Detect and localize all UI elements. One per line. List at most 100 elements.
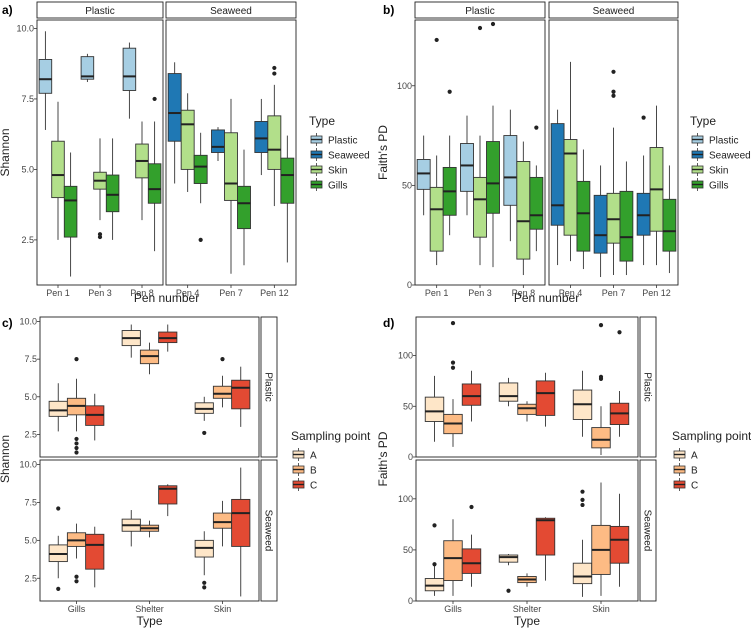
box-group — [194, 357, 251, 436]
box-gills — [147, 163, 162, 204]
legend-label: Gills — [709, 181, 728, 192]
box-gills — [63, 185, 78, 238]
y-axis-title: Faith's PD — [376, 125, 390, 180]
outlier-point — [272, 71, 277, 76]
x-tick-label: Pen 7 — [602, 288, 626, 298]
x-tick-label: Pen 12 — [260, 288, 289, 298]
outlier-point — [598, 376, 604, 381]
facet-seaweed: Seaweed Pen 4 Pen 7 Pen 12 — [165, 1, 297, 298]
outlier-point — [74, 441, 79, 446]
legend-label: B — [691, 466, 698, 477]
y-tick-label: 0 — [408, 596, 413, 606]
outlier-point — [74, 436, 79, 442]
box-B — [212, 385, 233, 399]
box-A — [424, 396, 445, 422]
box-group — [550, 61, 591, 270]
y-tick-label: 5.0 — [24, 535, 37, 545]
facet-strip — [639, 459, 657, 602]
box-group — [121, 484, 178, 547]
legend-label: A — [310, 451, 317, 462]
box-plastic — [460, 143, 474, 192]
y-tick-label: 50 — [403, 401, 413, 411]
outlier-point — [74, 357, 79, 362]
box-group — [498, 372, 556, 427]
y-axis-title: Shannon — [0, 435, 12, 483]
facet-plastic: Plastic 0 50 100 — [398, 316, 657, 462]
y-tick-label: 5.0 — [24, 392, 37, 402]
legend-key-B — [292, 463, 305, 476]
x-tick-label: Pen 8 — [130, 288, 154, 298]
box-seaweed — [167, 73, 182, 142]
legend-key-A — [673, 448, 686, 461]
y-tick-label: 10.0 — [16, 23, 34, 33]
box-gills — [662, 198, 677, 252]
box-group — [424, 320, 482, 447]
panel-label: a) — [2, 3, 13, 17]
outlier-point — [450, 360, 456, 365]
legend: Type Plastic Seaweed Skin Gills — [309, 114, 370, 192]
box-group — [167, 62, 208, 242]
x-axis-title: Pen number — [134, 291, 199, 305]
legend-title: Sampling point — [672, 429, 751, 443]
legend: Sampling point ABC — [291, 429, 371, 492]
legend-key-plastic — [310, 133, 323, 146]
outlier-point — [534, 125, 539, 130]
legend-key-plastic — [691, 133, 704, 146]
x-tick-label: Gills — [68, 604, 86, 614]
x-tick-label: Pen 1 — [46, 288, 70, 298]
legend-label: C — [691, 481, 698, 492]
legend-label: A — [691, 451, 698, 462]
legend-label: B — [310, 466, 317, 477]
legend-key-gills — [691, 178, 704, 191]
legend: Sampling point ABC — [672, 429, 751, 492]
y-tick-label: 100 — [398, 351, 413, 361]
box-plastic — [503, 135, 518, 206]
x-tick-label: Pen 3 — [88, 288, 112, 298]
box-group — [38, 31, 78, 277]
outlier-point — [580, 489, 585, 494]
x-tick-label: Pen 3 — [468, 288, 492, 298]
y-tick-label: 2.5 — [24, 429, 37, 439]
outlier-point — [202, 430, 207, 436]
panel-label: c) — [2, 316, 13, 330]
box-gills — [529, 176, 544, 230]
facet-seaweed: Seaweed 2.5 5.0 7.5 10.0 — [19, 460, 278, 602]
box-gills — [576, 180, 591, 252]
box-skin — [51, 140, 65, 199]
box-group — [416, 37, 457, 266]
box-C — [231, 498, 251, 547]
legend-key-C — [673, 478, 686, 491]
legend-key-gills — [310, 178, 323, 191]
outlier-point — [450, 365, 456, 370]
outlier-point — [74, 445, 79, 451]
box-gills — [105, 174, 120, 213]
y-tick-label: 100 — [398, 494, 413, 504]
box-group — [80, 53, 120, 240]
box-group — [636, 105, 677, 274]
facet-strip — [165, 1, 297, 19]
y-axis-title: Shannon — [0, 128, 12, 176]
facet-plastic: Plastic Pen 1 Pen 3 Pen 8 — [414, 1, 546, 298]
box-A — [572, 562, 593, 585]
outlier-point — [202, 585, 207, 590]
outlier-point — [580, 502, 585, 508]
outlier-point — [432, 523, 437, 528]
facet-seaweed: Seaweed 0 50 100 — [398, 459, 657, 606]
facet-strip-label: Seaweed — [210, 6, 252, 17]
legend-key-seaweed — [691, 148, 704, 161]
y-tick-label: 7.5 — [24, 354, 37, 364]
x-tick-label: Gills — [444, 604, 462, 614]
panel-label: b) — [383, 3, 394, 17]
y-axis-title: Faith's PD — [376, 431, 390, 486]
legend-title: Sampling point — [291, 429, 371, 443]
box-C — [231, 379, 251, 410]
box-A — [498, 382, 519, 402]
box-plastic — [38, 59, 53, 94]
outlier-point — [506, 588, 511, 593]
x-axis-title: Type — [514, 614, 540, 628]
legend-label: Seaweed — [328, 151, 370, 162]
outlier-point — [490, 21, 496, 27]
facet-plastic: Plastic 2.5 5.0 7.5 10.0 — [19, 317, 278, 458]
box-group — [593, 69, 634, 278]
box-seaweed — [211, 129, 225, 153]
